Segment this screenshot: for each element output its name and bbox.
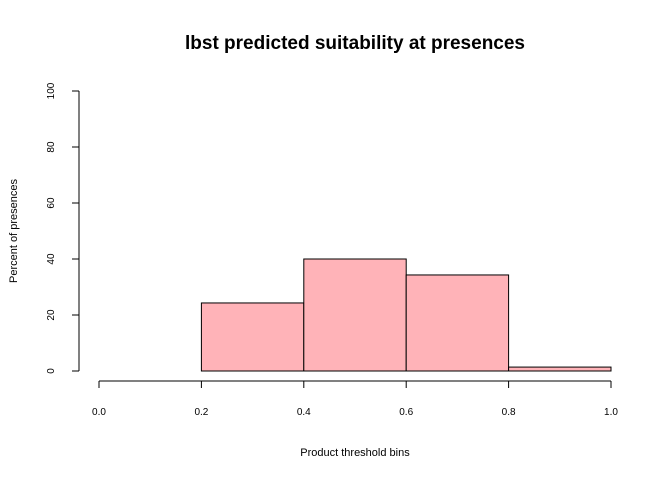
histogram-bar-2 [303, 258, 407, 372]
y-tick-label: 60 [46, 197, 57, 209]
x-tick-label: 0.8 [502, 407, 516, 418]
y-tick-label: 20 [46, 309, 57, 321]
histogram-bar-4 [508, 366, 612, 372]
x-tick-label: 1.0 [604, 407, 618, 418]
y-tick-label: 100 [46, 82, 57, 99]
x-axis: 0.0 0.2 0.4 0.6 0.8 1.0 [92, 380, 618, 418]
histogram-bar-1 [200, 302, 305, 372]
y-tick-label: 0 [46, 368, 57, 374]
x-tick-label: 0.6 [399, 407, 413, 418]
chart-title: lbst predicted suitability at presences [185, 33, 525, 54]
histogram-bar-3 [405, 274, 510, 372]
x-axis-label: Product threshold bins [300, 447, 410, 459]
y-axis: 0 20 40 60 80 100 [46, 82, 80, 374]
x-tick-label: 0.4 [297, 407, 311, 418]
y-axis-label: Percent of presences [8, 179, 20, 283]
bars-layer [200, 258, 612, 372]
x-tick-label: 0.0 [92, 407, 106, 418]
x-tick-label: 0.2 [194, 407, 208, 418]
y-tick-label: 80 [46, 141, 57, 153]
y-tick-label: 40 [46, 253, 57, 265]
